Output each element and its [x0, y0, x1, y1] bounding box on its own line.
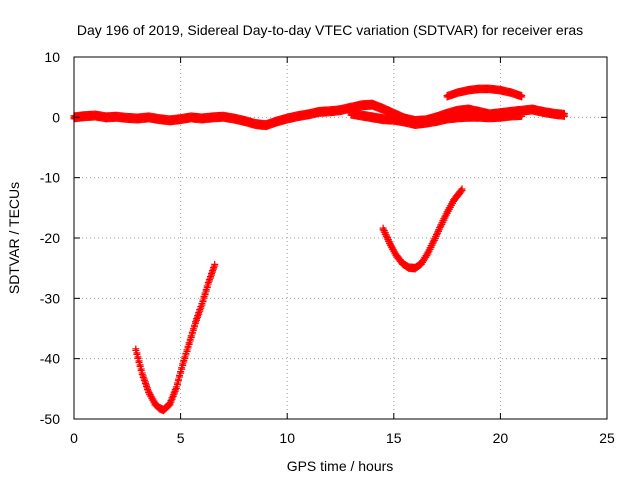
y-tick-label: -10 [40, 170, 60, 186]
data-point [190, 323, 198, 331]
data-point [205, 277, 213, 285]
x-tick-label: 20 [493, 430, 509, 446]
axis-ticks: 0 5 10 15 20 25 10 0 -10 -20 -30 -40 -50 [40, 49, 615, 446]
data-point [174, 377, 182, 385]
x-tick-label: 10 [279, 430, 295, 446]
data-point [518, 112, 526, 120]
data-point [199, 298, 207, 306]
data-point [208, 271, 216, 279]
data-point [189, 326, 197, 334]
x-tick-label: 5 [177, 430, 185, 446]
data-point [185, 340, 193, 348]
data-point [194, 313, 202, 321]
data-point [200, 294, 208, 302]
data-point [184, 344, 192, 352]
data-point [187, 333, 195, 341]
series-lower-band [347, 108, 526, 129]
data-point [209, 268, 217, 276]
y-tick-label: 0 [52, 109, 60, 125]
data-point [182, 351, 190, 359]
data-point [203, 284, 211, 292]
y-axis-title: SDTVAR / TECUs [6, 182, 22, 294]
data-point [178, 365, 186, 373]
data-point [140, 377, 148, 385]
data-point [142, 383, 150, 391]
data-point [179, 362, 187, 369]
series-dip-b [379, 185, 466, 273]
data-point [210, 265, 218, 273]
y-tick-label: -50 [40, 411, 60, 427]
y-tick-label: -40 [40, 351, 60, 367]
data-point [197, 304, 205, 312]
data-point [172, 384, 180, 392]
data-point [177, 369, 185, 377]
data-point [204, 280, 212, 288]
data-point [518, 93, 526, 101]
x-tick-label: 0 [70, 430, 78, 446]
series-dip-a [132, 260, 219, 415]
data-point [183, 347, 191, 355]
data-point [186, 337, 194, 345]
data-point [141, 380, 149, 388]
data-point [138, 371, 146, 379]
data-point [198, 301, 206, 309]
data-point [560, 112, 568, 120]
y-tick-label: -20 [40, 230, 60, 246]
x-tick-label: 25 [599, 430, 615, 446]
data-point [139, 374, 147, 382]
data-point [193, 316, 201, 324]
data-point [188, 330, 196, 338]
chart-title: Day 196 of 2019, Sidereal Day-to-day VTE… [77, 22, 583, 38]
data-point [196, 307, 204, 315]
data-point [180, 358, 188, 366]
data-point [206, 274, 214, 282]
y-tick-label: -30 [40, 290, 60, 306]
data-series [70, 84, 568, 415]
data-point [201, 291, 209, 299]
data-point [202, 287, 210, 295]
data-point [192, 319, 200, 327]
data-point [458, 187, 466, 195]
series-upper-arc [443, 84, 526, 101]
data-point [181, 354, 189, 362]
data-point [173, 381, 181, 389]
y-tick-label: 10 [44, 49, 60, 65]
data-point [195, 310, 203, 318]
data-point [457, 188, 465, 196]
data-point [211, 262, 219, 270]
data-point [423, 252, 431, 260]
x-tick-label: 15 [386, 430, 402, 446]
data-point [176, 373, 184, 381]
x-axis-title: GPS time / hours [287, 458, 394, 474]
